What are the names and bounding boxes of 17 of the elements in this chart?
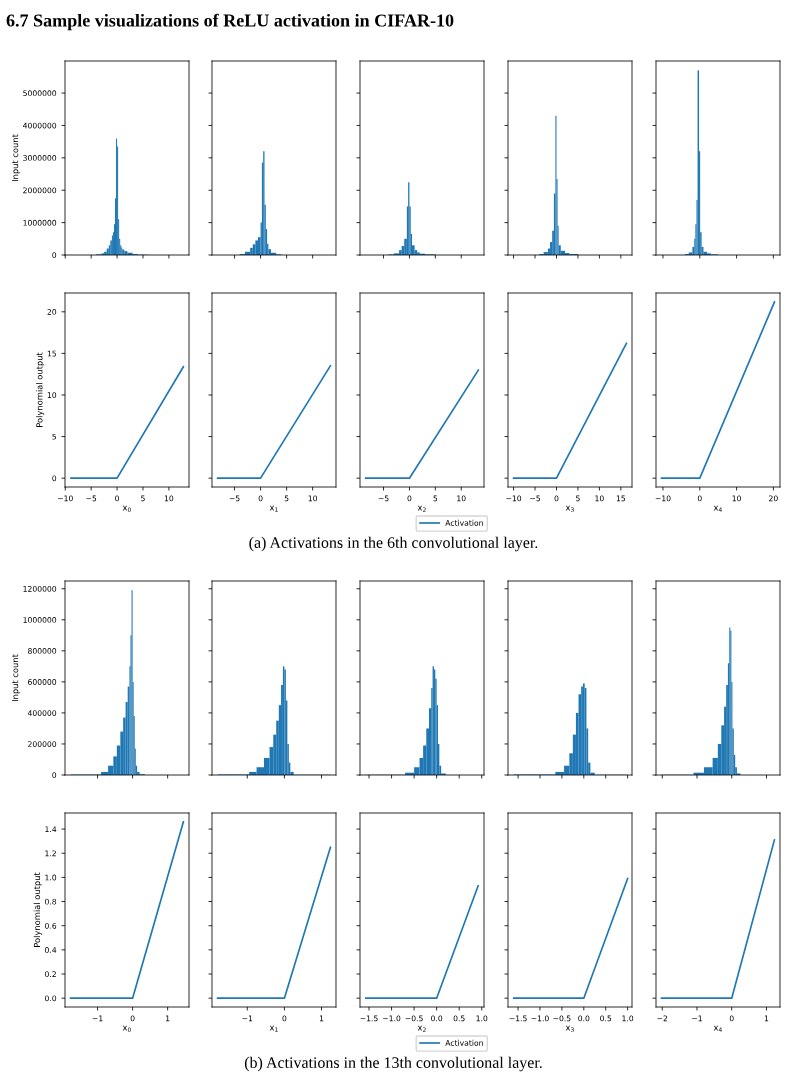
x-axis-title: x$_{3}$ [565, 505, 574, 512]
y-axis-title: Input count [12, 654, 20, 702]
text: (a) Activations in the 6th convolutional layer. [249, 536, 538, 552]
x-axis-title: x$_{3}$ [565, 1025, 574, 1032]
y-axis-title: Polynomial output [33, 872, 42, 947]
x-axis-title: x$_{1}$ [269, 505, 278, 512]
x-axis-title: x$_{2}$ [417, 1025, 426, 1032]
y-axis-title: Polynomial output [36, 352, 45, 427]
x-axis-title: x$_{4}$ [713, 1025, 722, 1032]
x-axis-title: x$_{0}$ [122, 505, 131, 512]
x-axis-title: x$_{4}$ [713, 505, 722, 512]
x-axis-title: x$_{1}$ [269, 1025, 278, 1032]
text: (b) Activations in the 13th convolutional layer. [244, 1056, 542, 1072]
x-axis-title: x$_{2}$ [417, 505, 426, 512]
x-axis-title: x$_{0}$ [122, 1025, 131, 1032]
y-axis-title: Input count [12, 134, 20, 182]
text: 6.7 Sample visualizations of ReLU activation in CIFAR-10 [6, 13, 454, 31]
